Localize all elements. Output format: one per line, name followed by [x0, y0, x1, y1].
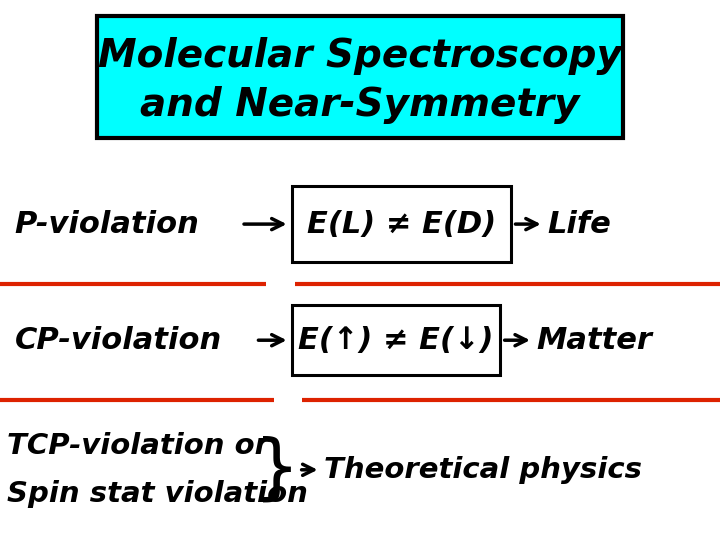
Text: Life: Life [547, 210, 611, 239]
Text: E(L) ≠ E(D): E(L) ≠ E(D) [307, 210, 496, 239]
Text: P-violation: P-violation [14, 210, 199, 239]
Text: Theoretical physics: Theoretical physics [324, 456, 642, 484]
Text: TCP-violation or: TCP-violation or [7, 431, 269, 460]
FancyBboxPatch shape [292, 305, 500, 375]
Text: Molecular Spectroscopy: Molecular Spectroscopy [98, 37, 622, 75]
FancyBboxPatch shape [292, 186, 511, 262]
FancyBboxPatch shape [97, 16, 623, 138]
Text: Matter: Matter [536, 326, 652, 355]
Text: CP-violation: CP-violation [14, 326, 222, 355]
Text: E(↑) ≠ E(↓): E(↑) ≠ E(↓) [298, 326, 494, 355]
Text: }: } [254, 435, 300, 504]
Text: Spin stat violation: Spin stat violation [7, 480, 308, 508]
Text: and Near-Symmetry: and Near-Symmetry [140, 86, 580, 124]
